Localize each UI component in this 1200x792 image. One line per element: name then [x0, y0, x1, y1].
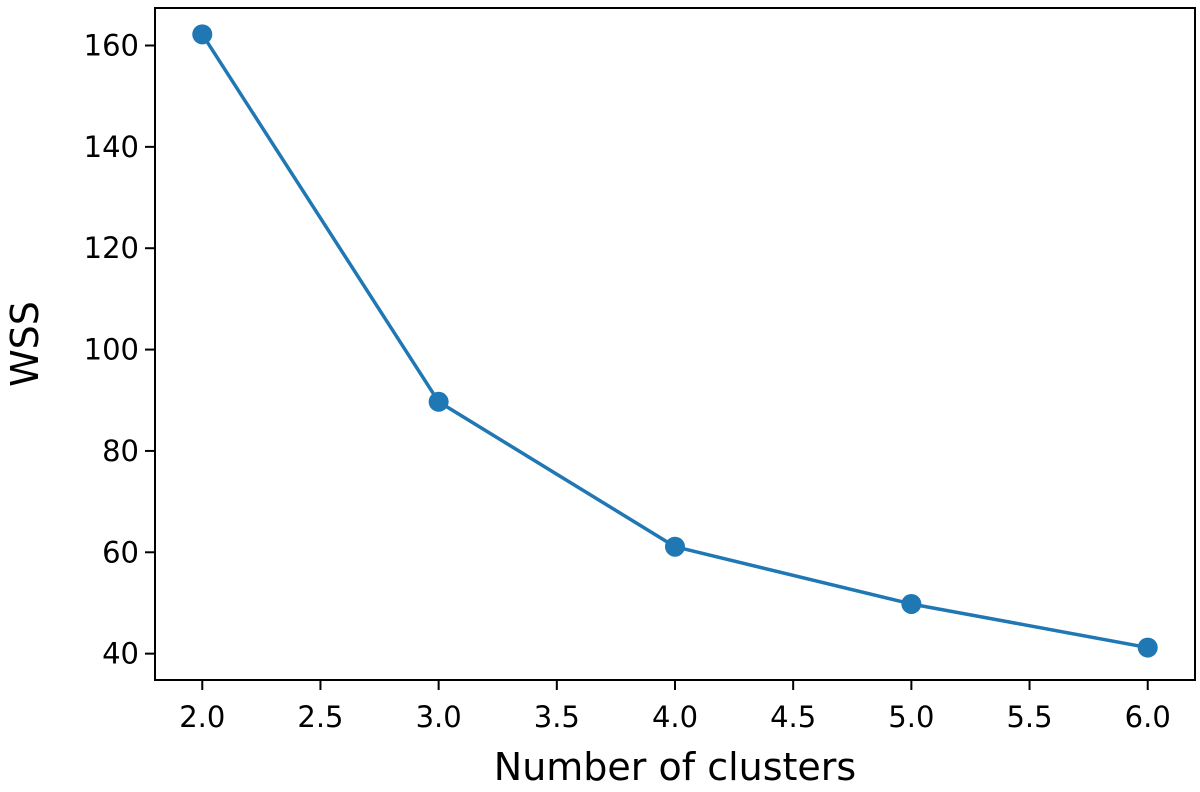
- x-tick-label: 6.0: [1125, 700, 1171, 734]
- y-tick-label: 80: [102, 434, 139, 468]
- data-point-marker: [665, 536, 685, 557]
- y-axis-label: WSS: [3, 301, 47, 387]
- series-layer: [192, 24, 1158, 658]
- x-tick-label: 4.0: [652, 700, 698, 734]
- x-axis-ticks: 2.0 2.5 3.0 3.5 4.0 4.5 5.0 5.5 6.0: [179, 680, 1171, 734]
- y-tick-label: 140: [84, 130, 139, 164]
- y-tick-label: 100: [84, 333, 139, 367]
- x-tick-label: 5.5: [1006, 700, 1052, 734]
- data-point-marker: [901, 593, 922, 614]
- y-tick-label: 40: [102, 637, 139, 671]
- x-tick-label: 4.5: [770, 700, 816, 734]
- data-point-marker: [428, 391, 449, 412]
- y-tick-label: 60: [102, 535, 139, 569]
- y-axis-ticks: 40 60 80 100 120 140 160: [84, 29, 155, 671]
- y-tick-label: 160: [84, 29, 139, 63]
- x-tick-label: 3.0: [416, 700, 462, 734]
- data-point-marker: [1137, 637, 1158, 658]
- data-point-marker: [192, 24, 213, 45]
- x-tick-label: 5.0: [888, 700, 934, 734]
- x-tick-label: 3.5: [534, 700, 580, 734]
- y-tick-label: 120: [84, 231, 139, 265]
- x-tick-label: 2.5: [297, 700, 343, 734]
- plot-area-frame: [154, 7, 1196, 681]
- x-axis-label: Number of clusters: [494, 745, 856, 788]
- x-tick-label: 2.0: [179, 700, 225, 734]
